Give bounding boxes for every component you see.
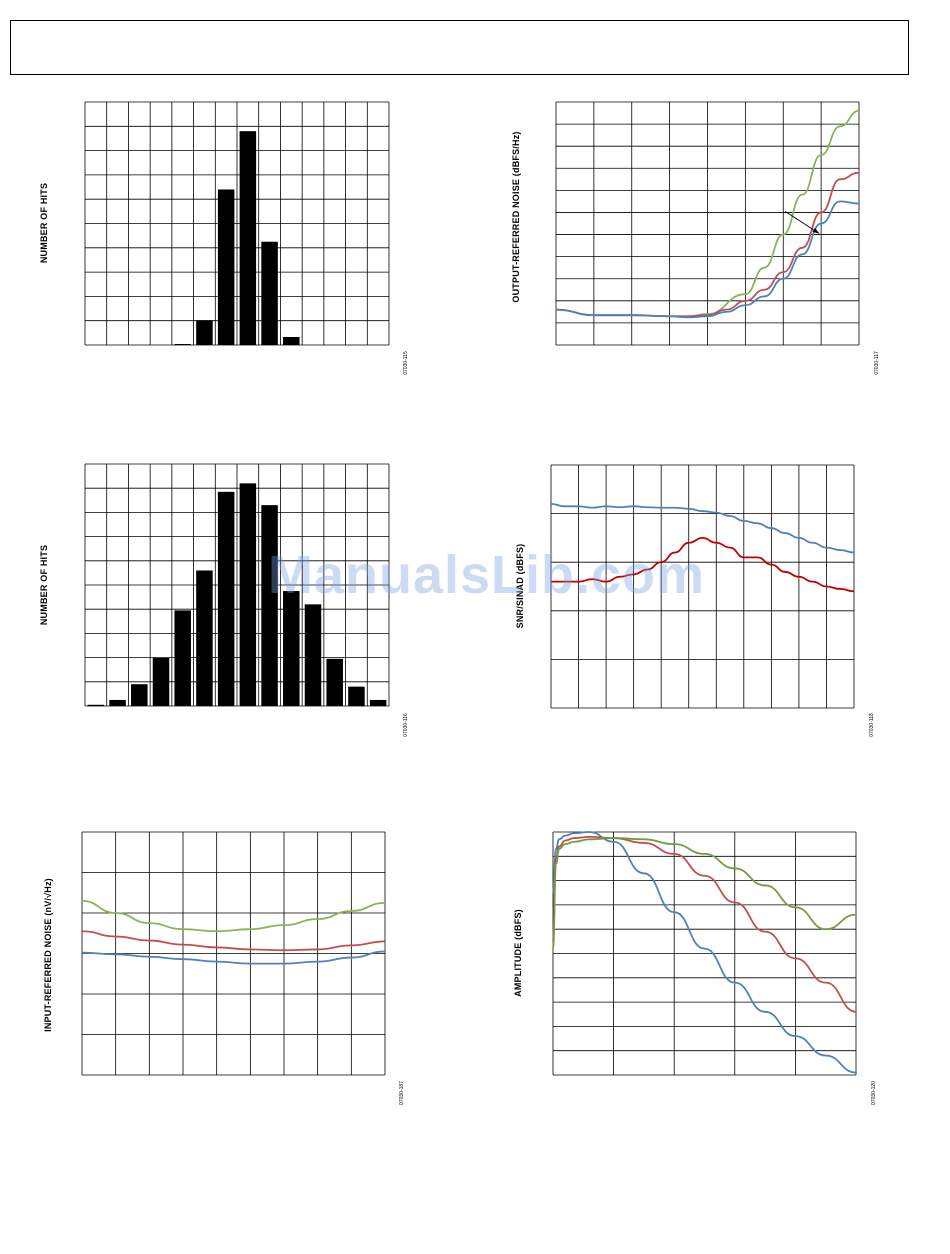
histogram-bar bbox=[174, 610, 191, 706]
watermark: ManualsLib.com bbox=[268, 545, 706, 605]
chart-input-noise bbox=[81, 831, 386, 1076]
chart-histogram-1 bbox=[84, 101, 390, 346]
annotation-arrow-head bbox=[812, 227, 820, 234]
series-line-1 bbox=[550, 536, 855, 593]
histogram-bar bbox=[217, 491, 235, 706]
grid bbox=[552, 831, 857, 1076]
series-line-2 bbox=[552, 837, 857, 950]
grid bbox=[84, 101, 390, 346]
histogram-bar bbox=[196, 320, 213, 345]
series-line-1 bbox=[81, 930, 386, 952]
histogram-bar bbox=[131, 684, 148, 706]
series-line-0 bbox=[552, 831, 857, 1074]
chart-output-noise bbox=[555, 101, 860, 346]
histogram-bar bbox=[304, 604, 322, 706]
chart-amplitude bbox=[552, 831, 857, 1076]
histogram-bar bbox=[283, 336, 300, 345]
figure-id: 07030-120 bbox=[871, 1081, 877, 1105]
histogram-bar bbox=[239, 483, 257, 706]
histogram-bar bbox=[217, 189, 235, 345]
grid bbox=[555, 101, 860, 346]
annotation-arrow bbox=[784, 210, 820, 234]
series-line-0 bbox=[81, 899, 386, 933]
series-line-0 bbox=[550, 502, 855, 554]
histogram-bar bbox=[239, 131, 257, 345]
chart-snr-sinad bbox=[550, 464, 855, 709]
histogram-bar bbox=[369, 699, 387, 706]
series-line-1 bbox=[552, 835, 857, 1013]
histogram-bar bbox=[87, 704, 105, 706]
histogram-bar bbox=[196, 570, 213, 706]
histogram-bar bbox=[261, 241, 278, 345]
histogram-bar bbox=[152, 657, 170, 706]
histogram-bar bbox=[348, 686, 365, 706]
header-box bbox=[10, 20, 909, 75]
grid bbox=[84, 463, 390, 707]
series-line-2 bbox=[555, 200, 860, 319]
histogram-bar bbox=[261, 505, 278, 706]
histogram-bar bbox=[174, 344, 191, 345]
histogram-bar bbox=[326, 658, 343, 706]
series-line-2 bbox=[81, 950, 386, 965]
histogram-bar bbox=[283, 591, 300, 706]
chart-histogram-2 bbox=[84, 463, 390, 707]
histogram-bar bbox=[109, 699, 126, 706]
grid bbox=[81, 831, 386, 1076]
